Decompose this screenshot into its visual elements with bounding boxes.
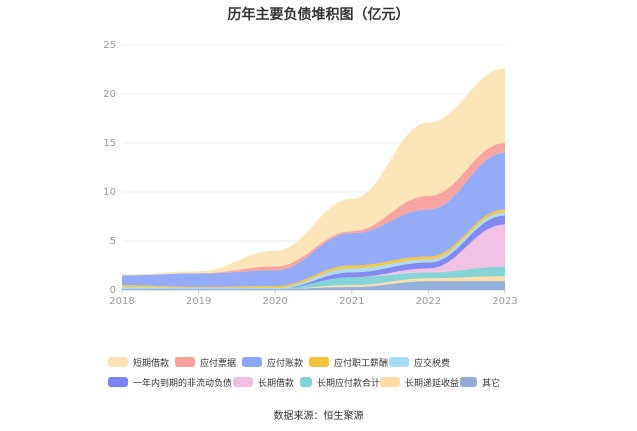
legend-item[interactable]: 一年内到期的非流动负债 [108, 376, 233, 389]
legend-swatch [233, 377, 253, 387]
y-tick-label: 25 [103, 40, 116, 51]
legend-item[interactable]: 长期递延收益 [380, 376, 460, 389]
area-series [122, 68, 505, 276]
legend-swatch [242, 357, 262, 367]
chart-title: 历年主要负债堆积图（亿元） [227, 7, 410, 23]
legend-item[interactable]: 长期借款 [233, 376, 300, 389]
legend-swatch [309, 357, 329, 367]
legend-item[interactable]: 其它 [460, 376, 500, 389]
legend-label: 长期借款 [258, 378, 295, 389]
y-tick-label: 10 [103, 187, 116, 198]
area-series [122, 276, 505, 290]
legend-swatch [460, 377, 477, 387]
y-tick-label: 5 [110, 236, 116, 247]
x-tick-label: 2020 [262, 296, 287, 307]
legend-label: 应交税费 [414, 358, 451, 369]
area-series [122, 266, 505, 290]
legend-row: 短期借款 应付票据 应付账款 应付职工薪酬 应交税费 [108, 352, 538, 372]
y-tick-label: 15 [103, 138, 116, 149]
legend-label: 应付账款 [267, 358, 304, 369]
legend-swatch [175, 357, 195, 367]
legend-item[interactable]: 应付账款 [242, 356, 309, 369]
legend-item[interactable]: 应付票据 [175, 356, 242, 369]
legend-label: 长期应付款合计 [316, 378, 380, 389]
y-tick-label: 20 [103, 89, 116, 100]
legend-item[interactable]: 短期借款 [108, 356, 175, 369]
legend-swatch [108, 377, 128, 387]
area-series [122, 143, 505, 276]
legend-label: 应付职工薪酬 [334, 358, 389, 369]
legend-label: 一年内到期的非流动负债 [133, 378, 233, 389]
area-series [122, 224, 505, 290]
x-tick-label: 2019 [186, 296, 211, 307]
legend-swatch [389, 357, 409, 367]
legend-label: 其它 [481, 378, 500, 389]
area-series [122, 281, 505, 290]
x-tick-label: 2023 [492, 296, 517, 307]
legend-label: 短期借款 [133, 358, 170, 369]
area-series [122, 152, 505, 288]
y-tick-label: 0 [110, 285, 116, 296]
data-source-note: 数据来源：恒生聚源 [273, 411, 364, 422]
legend-item[interactable]: 长期应付款合计 [300, 376, 380, 389]
x-tick-label: 2018 [109, 296, 134, 307]
legend-row: 一年内到期的非流动负债 长期借款 长期应付款合计 长期递延收益 其它 [108, 372, 538, 392]
legend-item[interactable]: 应付职工薪酬 [309, 356, 389, 369]
legend-label: 长期递延收益 [405, 378, 460, 389]
legend-item[interactable]: 应交税费 [389, 356, 452, 369]
chart-legend: 短期借款 应付票据 应付账款 应付职工薪酬 应交税费 一年内到期的非流动负债 长期借款 长期… [108, 352, 538, 392]
x-tick-label: 2021 [339, 296, 364, 307]
legend-label: 应付票据 [200, 358, 237, 369]
legend-swatch [108, 357, 128, 367]
legend-swatch [300, 377, 312, 387]
legend-swatch [380, 377, 400, 387]
x-tick-label: 2022 [416, 296, 441, 307]
